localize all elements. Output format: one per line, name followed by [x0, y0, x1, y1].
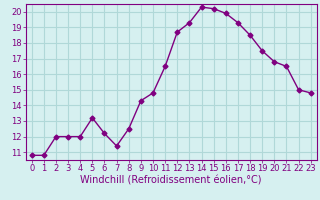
X-axis label: Windchill (Refroidissement éolien,°C): Windchill (Refroidissement éolien,°C) [80, 176, 262, 186]
